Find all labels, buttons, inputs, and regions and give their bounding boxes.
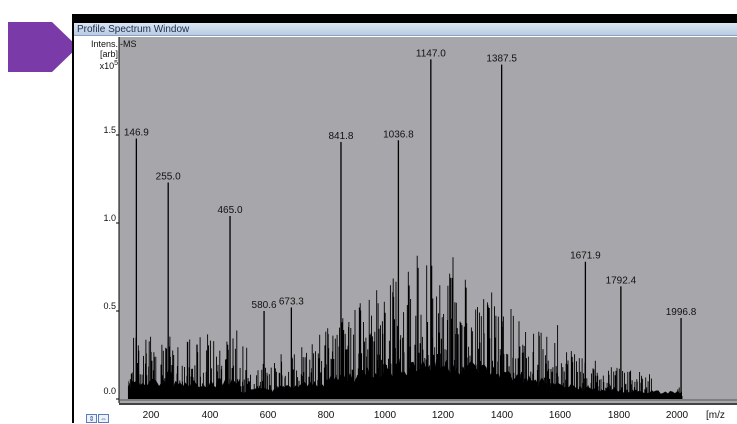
window-title[interactable]: Profile Spectrum Window <box>74 23 737 36</box>
peak-label: 146.9 <box>124 128 149 139</box>
spectrum-plot[interactable]: 146.9 255.0 465.0 580.6 673.3 841.8 1036.8 1147… <box>74 23 737 423</box>
x-tick-label: 1200 <box>431 410 455 421</box>
profile-spectrum-window: Profile Spectrum Window Intens. [arb] x1… <box>72 14 737 423</box>
peak-label: 673.3 <box>279 296 304 307</box>
x-tick-label: 800 <box>317 410 335 421</box>
x-tick-label: 600 <box>259 410 277 421</box>
y-tick-label: 1.0 <box>103 213 116 223</box>
peak-label: 255.0 <box>156 172 181 183</box>
y-axis-scale: x105 <box>99 60 118 71</box>
peak-label: 1147.0 <box>416 48 446 59</box>
mode-label: -MS <box>120 39 137 49</box>
spectrum-body <box>128 355 682 399</box>
x-tick-label: 1400 <box>490 410 514 421</box>
x-tick-label: 1000 <box>373 410 397 421</box>
x-axis-unit: [m/z <box>706 410 725 421</box>
y-axis-label: Intens. [arb] x105 <box>84 39 118 71</box>
updown-arrows-icon[interactable]: ⇕ <box>86 414 97 423</box>
x-tick-label: 400 <box>201 410 219 421</box>
peak-label: 1387.5 <box>486 54 517 65</box>
peak-label: 1996.8 <box>666 307 697 318</box>
peak-label: 1671.9 <box>570 251 601 262</box>
y-tick-label: 0.5 <box>103 301 116 311</box>
peak-label: 465.0 <box>218 205 243 216</box>
x-tick-label: 200 <box>142 410 160 421</box>
y-axis-label-intens: Intens. <box>90 39 118 49</box>
peak-label: 841.8 <box>328 131 353 142</box>
peak-label: 1036.8 <box>383 129 414 140</box>
x-axis-bar <box>119 403 737 405</box>
y-axis-label-unit: [arb] <box>99 49 118 59</box>
y-tick-label: 1.5 <box>103 125 116 135</box>
x-tick-label: 1600 <box>548 410 572 421</box>
x-tick-label: 1800 <box>607 410 631 421</box>
y-tick-label: 0.0 <box>103 386 116 396</box>
leftright-arrows-icon[interactable]: ⇔ <box>98 414 109 423</box>
peak-label: 1792.4 <box>606 275 637 286</box>
arrow-pointer-icon <box>8 22 78 72</box>
peak-label: 580.6 <box>252 300 277 311</box>
x-tick-label: 2000 <box>665 410 689 421</box>
window-body: Profile Spectrum Window Intens. [arb] x1… <box>74 23 737 423</box>
